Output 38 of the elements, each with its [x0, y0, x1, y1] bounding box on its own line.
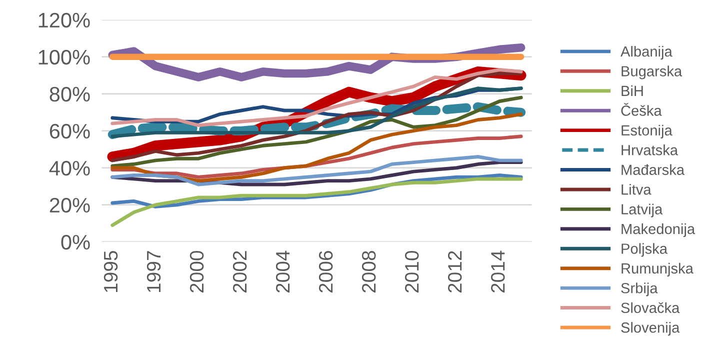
legend-label: Rumunjska: [622, 262, 694, 276]
x-tick-label: 2000: [190, 250, 204, 292]
legend-label: Slovenija: [621, 322, 680, 336]
line-series: [110, 177, 523, 227]
line-series: [110, 86, 523, 138]
legend-label: Estonija: [622, 124, 672, 138]
y-tick-label: 60%: [50, 124, 90, 139]
x-tick-label: 2010: [404, 250, 419, 292]
x-tick-label: 2006: [318, 251, 333, 292]
legend-label: Poljska: [622, 243, 668, 257]
line-series: [110, 68, 523, 128]
line-series: [110, 96, 523, 168]
y-tick-label: 0%: [61, 234, 90, 250]
legend-label: Bugarska: [622, 66, 682, 80]
legend-label: Litva: [622, 184, 652, 195]
legend-label: Latvija: [622, 204, 663, 218]
x-tick-label: 2008: [362, 251, 376, 292]
line-series: [110, 112, 523, 183]
y-tick-label: 120%: [38, 12, 90, 28]
x-tick-label: 1995: [104, 251, 118, 292]
x-tick-label: 2002: [232, 251, 247, 292]
legend-label: Hrvatska: [622, 144, 678, 156]
legend-label: Srbija: [621, 282, 658, 296]
legend-label: Slovačka: [621, 302, 680, 314]
x-tick-label: 2014: [491, 250, 505, 292]
y-tick-label: 100%: [38, 50, 90, 65]
legend-label: Makedonija: [622, 223, 696, 238]
y-tick-label: 20%: [50, 198, 90, 213]
legend-label: Češka: [621, 102, 662, 116]
x-tick-label: 1997: [146, 251, 161, 292]
y-tick-label: 40%: [49, 160, 90, 176]
line-series: [110, 155, 523, 186]
legend-label: Mađarska: [622, 164, 685, 175]
legend-label: BiH: [622, 85, 643, 96]
x-tick-label: 2004: [276, 250, 290, 292]
legend-label: Albanija: [620, 46, 672, 60]
y-tick-label: 80%: [50, 86, 90, 102]
x-tick-label: 2012: [448, 251, 462, 292]
